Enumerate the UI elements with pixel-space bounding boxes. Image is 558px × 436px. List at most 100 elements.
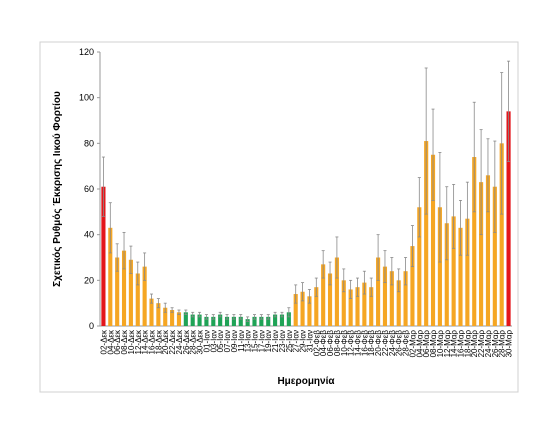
x-tick-label: 06-Μαρ	[422, 330, 431, 358]
bar	[396, 280, 401, 326]
bar	[293, 294, 298, 326]
y-tick-label: 120	[79, 47, 94, 57]
x-tick-label: 02-Φεβ	[312, 330, 321, 357]
x-tick-label: 29-Ιαν	[299, 330, 308, 352]
x-tick-label: 04-Δεκ	[106, 329, 115, 354]
x-tick-label: 11-Ιαν	[237, 330, 246, 352]
x-tick-label: 08-Μαρ	[429, 330, 438, 358]
bar	[183, 312, 188, 326]
bar	[499, 143, 504, 326]
x-tick-label: 06-Φεβ	[326, 330, 335, 357]
x-tick-label: 16-Δεκ	[148, 329, 157, 354]
x-tick-label: 24-Δεκ	[175, 329, 184, 354]
x-tick-label: 09-Ιαν	[230, 330, 239, 352]
x-axis-label: Ημερομηνία	[277, 376, 335, 387]
y-axis-label: Σχετικός Ρυθμός Έκκρισης Ιικού Φορτίου	[52, 91, 63, 287]
bar	[163, 307, 168, 326]
bar	[128, 259, 133, 326]
bar	[348, 289, 353, 326]
x-tick-label: 10-Μαρ	[436, 330, 445, 358]
x-tick-label: 05-Ιαν	[216, 330, 225, 352]
x-tick-label: 26-Φεβ	[395, 330, 404, 357]
bar	[506, 111, 511, 326]
bar	[437, 207, 442, 326]
x-tick-label: 19-Ιαν	[264, 330, 273, 352]
x-tick-label: 16-Φεβ	[360, 330, 369, 357]
bar	[389, 271, 394, 326]
x-tick-label: 30-Δεκ	[196, 329, 205, 354]
bar	[327, 273, 333, 326]
bar	[458, 227, 463, 326]
x-tick-label: 16-Μαρ	[457, 330, 466, 358]
bar	[362, 282, 367, 326]
x-tick-label: 22-Δεκ	[168, 329, 177, 354]
bar	[314, 287, 319, 326]
x-tick-label: 20-Φεβ	[374, 330, 383, 357]
x-tick-label: 24-Φεβ	[388, 330, 397, 357]
x-tick-label: 14-Φεβ	[354, 330, 363, 357]
bar	[472, 157, 477, 326]
bar	[479, 182, 484, 326]
bar	[286, 312, 291, 326]
y-tick-label: 100	[79, 93, 94, 103]
x-tick-label: 18-Δεκ	[154, 329, 163, 354]
bar	[307, 296, 312, 326]
x-tick-label: 03-Ιαν	[209, 330, 218, 352]
bar	[245, 319, 250, 326]
bar	[279, 314, 285, 326]
bar	[382, 266, 388, 326]
bar	[115, 257, 120, 326]
bar	[465, 218, 470, 326]
bar	[252, 316, 257, 326]
bar	[273, 314, 278, 326]
x-tick-label: 22-Φεβ	[381, 330, 390, 357]
bar	[266, 316, 271, 326]
x-tick-label: 25-Ιαν	[285, 330, 294, 352]
x-tick-label: 06-Δεκ	[113, 329, 122, 354]
bar	[321, 264, 326, 326]
x-tick-label: 31-Ιαν	[305, 330, 314, 352]
x-tick-label: 14-Μαρ	[450, 330, 459, 358]
x-tick-label: 01-Ιαν	[202, 330, 211, 352]
x-tick-label: 13-Ιαν	[244, 330, 253, 352]
x-tick-label: 23-Ιαν	[278, 330, 287, 352]
bar	[170, 310, 175, 326]
x-tick-label: 12-Φεβ	[347, 330, 356, 357]
bar	[211, 316, 216, 326]
x-tick-label: 10-Φεβ	[340, 330, 349, 357]
bar	[121, 250, 127, 326]
bar	[355, 287, 360, 326]
x-tick-label: 26-Δεκ	[182, 329, 191, 354]
bar	[156, 303, 161, 326]
bar	[224, 316, 230, 326]
bar	[492, 186, 497, 326]
bar	[424, 141, 429, 326]
bar	[142, 266, 147, 326]
bar	[190, 314, 195, 326]
bar	[341, 280, 346, 326]
x-tick-label: 27-Ιαν	[292, 330, 301, 352]
x-tick-label: 24-Μαρ	[484, 330, 493, 358]
bar	[369, 287, 374, 326]
bar	[451, 216, 456, 326]
x-tick-label: 26-Μαρ	[491, 330, 500, 358]
bar	[444, 223, 449, 326]
bar	[108, 227, 113, 326]
x-tick-label: 04-Μαρ	[415, 330, 424, 358]
x-tick-label: 08-Δεκ	[120, 329, 129, 354]
bar	[149, 298, 154, 326]
x-tick-label: 08-Φεβ	[333, 330, 342, 357]
x-tick-label: 30-Μαρ	[505, 330, 514, 358]
bar	[259, 316, 264, 326]
x-tick-label: 28-Δεκ	[189, 329, 198, 354]
bar	[176, 312, 182, 326]
x-tick-label: 12-Δεκ	[134, 329, 143, 354]
bar	[485, 175, 491, 326]
x-tick-label: 20-Δεκ	[161, 329, 170, 354]
x-tick-label: 18-Φεβ	[367, 330, 376, 357]
x-tick-label: 02-Δεκ	[99, 329, 108, 354]
bar	[417, 207, 422, 326]
y-tick-label: 60	[84, 184, 94, 194]
x-tick-label: 04-Φεβ	[319, 330, 328, 357]
